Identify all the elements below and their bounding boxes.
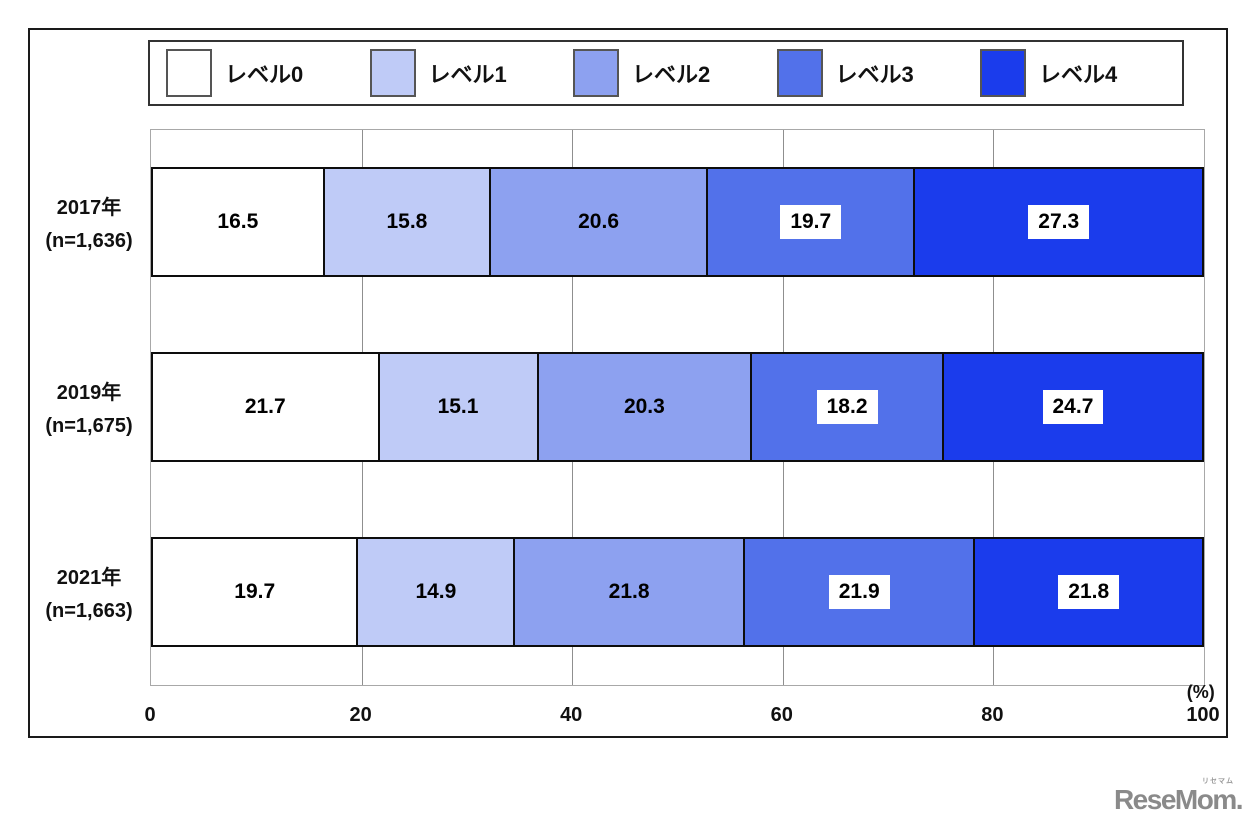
- legend: レベル0 レベル1 レベル2 レベル3 レベル4: [148, 40, 1184, 106]
- row-label-n: (n=1,663): [45, 599, 133, 622]
- row-label-year: 2017年: [56, 196, 122, 219]
- bar-segment: 16.5: [151, 167, 325, 277]
- legend-label: レベル1: [428, 62, 507, 87]
- bar-segment: 24.7: [941, 352, 1204, 462]
- x-tick-label: 20: [349, 704, 372, 726]
- x-tick-label: 80: [981, 704, 1004, 726]
- segment-value: 15.1: [437, 395, 479, 418]
- resemom-logo: ReseMom. リセマム: [1113, 778, 1244, 815]
- row-label: 2021年 (n=1,663): [30, 499, 148, 684]
- bar-segment: 21.7: [151, 352, 380, 462]
- row-label: 2017年 (n=1,636): [30, 129, 148, 314]
- segment-value: 15.8: [386, 210, 428, 233]
- legend-swatch: [980, 49, 1026, 97]
- plot-area: 16.5 15.8 20.6 19.7 27.3 21.7 15.1 20.3 18.2 24.7…: [150, 129, 1205, 686]
- bar-segment: 21.8: [513, 537, 745, 647]
- segment-value: 21.8: [1058, 575, 1120, 609]
- x-axis: (%) 0 20 40 60 80 100: [144, 682, 1219, 730]
- bar-segment: 18.2: [750, 352, 944, 462]
- row-label-year: 2021年: [56, 566, 122, 589]
- x-tick-label: 100: [1186, 704, 1220, 726]
- legend-item: レベル2: [573, 49, 759, 97]
- chart-frame: レベル0 レベル1 レベル2 レベル3 レベル4 16.5 15.8 20.6 19.7 27.…: [28, 28, 1228, 738]
- segment-value: 14.9: [415, 580, 457, 603]
- segment-value: 21.9: [828, 575, 890, 609]
- legend-label: レベル3: [835, 62, 914, 87]
- bar-segment: 27.3: [913, 167, 1204, 277]
- bar-row: 21.7 15.1 20.3 18.2 24.7: [151, 352, 1204, 462]
- bar-segment: 19.7: [706, 167, 916, 277]
- bar-segment: 15.1: [377, 352, 539, 462]
- segment-value: 18.2: [816, 390, 878, 424]
- legend-label: レベル0: [225, 62, 304, 87]
- legend-item: レベル3: [776, 49, 963, 97]
- segment-value: 21.7: [244, 395, 286, 418]
- bar-segment: 21.9: [742, 537, 976, 647]
- percent-unit-label: (%): [1186, 682, 1215, 702]
- segment-value: 20.6: [578, 210, 619, 233]
- segment-value: 20.3: [623, 395, 665, 418]
- legend-swatch: [166, 49, 212, 97]
- resemom-logo-ruby: リセマム: [1202, 778, 1234, 785]
- legend-item: レベル4: [980, 49, 1166, 97]
- row-label-n: (n=1,675): [45, 414, 133, 437]
- legend-label: レベル4: [1039, 62, 1118, 87]
- bar-segment: 20.6: [489, 167, 709, 277]
- bar-row: 16.5 15.8 20.6 19.7 27.3: [151, 167, 1204, 277]
- legend-item: レベル0: [166, 49, 352, 97]
- x-tick-label: 60: [770, 704, 793, 726]
- x-tick-label: 40: [560, 704, 583, 726]
- row-label-year: 2019年: [56, 381, 122, 404]
- segment-value: 27.3: [1028, 205, 1090, 239]
- legend-swatch: [776, 49, 823, 97]
- bar-segment: 21.8: [973, 537, 1204, 647]
- x-tick-label: 0: [144, 704, 156, 726]
- segment-value: 21.8: [608, 580, 650, 603]
- row-label-n: (n=1,636): [45, 229, 133, 252]
- legend-label: レベル2: [632, 62, 711, 87]
- bar-segment: 20.3: [536, 352, 753, 462]
- segment-value: 19.7: [234, 580, 276, 603]
- legend-swatch: [573, 49, 619, 97]
- row-label: 2019年 (n=1,675): [30, 314, 148, 499]
- resemom-logo-text: ReseMom.: [1113, 784, 1244, 815]
- legend-swatch: [369, 49, 416, 97]
- segment-value: 16.5: [217, 210, 259, 233]
- bar-segment: 19.7: [151, 537, 359, 647]
- bar-segment: 14.9: [356, 537, 516, 647]
- bar-segment: 15.8: [322, 167, 492, 277]
- segment-value: 24.7: [1042, 390, 1104, 424]
- segment-value: 19.7: [780, 205, 842, 239]
- legend-item: レベル1: [369, 49, 556, 97]
- bar-row: 19.7 14.9 21.8 21.9 21.8: [151, 537, 1204, 647]
